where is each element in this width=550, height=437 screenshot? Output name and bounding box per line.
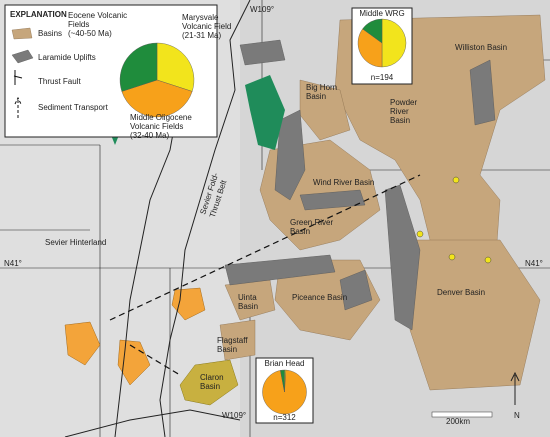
legend-pie-label: Middle Oligocene [130, 113, 192, 122]
map-label: River [390, 107, 409, 116]
map-label: Basin [217, 345, 237, 354]
legend-thrust-swatch [13, 70, 23, 85]
map-label: Basin [306, 92, 326, 101]
map-label: 200km [446, 417, 470, 426]
sediment-transport [109, 174, 421, 376]
map-label: Green River [290, 218, 333, 227]
uplifts [224, 39, 496, 331]
map-label: Big Horn [306, 83, 337, 92]
map-label: W109° [250, 5, 274, 14]
pie-slice [156, 42, 195, 92]
sample-sites [416, 176, 492, 264]
legend-item: Laramide Uplifts [38, 53, 96, 62]
north-arrow [510, 371, 520, 405]
map-label: Basin [200, 382, 220, 391]
pie-count: n=194 [371, 73, 394, 82]
pie-slice [381, 18, 407, 68]
legend-pie-label: (~40-50 Ma) [68, 29, 112, 38]
pie-slice [119, 42, 158, 92]
legend-item: Basins [38, 29, 62, 38]
map-label: N41° [525, 259, 543, 268]
eocene-volcanics [105, 75, 285, 150]
map-label: Basin [238, 302, 258, 311]
pie-slice [362, 18, 383, 44]
volcanic-fields [64, 287, 239, 406]
legend-item: Thrust Fault [38, 77, 81, 86]
map-label: Williston Basin [455, 43, 507, 52]
scale-bar [431, 411, 493, 418]
pie-slice [280, 369, 285, 393]
legend-pie-label: (21-31 Ma) [182, 31, 221, 40]
map-label: N [514, 411, 520, 420]
legend-pie-label: Fields [68, 20, 89, 29]
map-label: Basin [290, 227, 310, 236]
thrust-faults [64, 0, 251, 437]
legend-pie-label: Volcanic Field [182, 22, 231, 31]
legend-transport-swatch [14, 96, 22, 118]
pie-title: Brian Head [264, 359, 304, 368]
legend-uplift-swatch [11, 49, 34, 64]
map-label: W109° [222, 411, 246, 420]
map-label: Wind River Basin [313, 178, 374, 187]
legend-pie-label: Marysvale [182, 13, 219, 22]
pie-slice [121, 79, 193, 118]
legend-pie-label: (32-40 Ma) [130, 131, 169, 140]
pie-slice [357, 28, 383, 68]
legend-item: Sediment Transport [38, 103, 109, 112]
map-label: Piceance Basin [292, 293, 347, 302]
legend-pie-label: Volcanic Fields [130, 122, 183, 131]
map-label: Powder [390, 98, 417, 107]
legend-pie-label: Eocene Volcanic [68, 11, 127, 20]
pie-title: Middle WRG [359, 9, 404, 18]
map-label: Uinta [238, 293, 257, 302]
pie-count: n=312 [273, 413, 296, 422]
legend-basin-swatch [11, 27, 33, 40]
map-label: N41° [4, 259, 22, 268]
map-label: Claron [200, 373, 224, 382]
map-label: Denver Basin [437, 288, 485, 297]
map-label: Flagstaff [217, 336, 248, 345]
map-label: Basin [390, 116, 410, 125]
legend-title: EXPLANATION [10, 10, 67, 19]
map-label: Sevier Hinterland [45, 238, 106, 247]
